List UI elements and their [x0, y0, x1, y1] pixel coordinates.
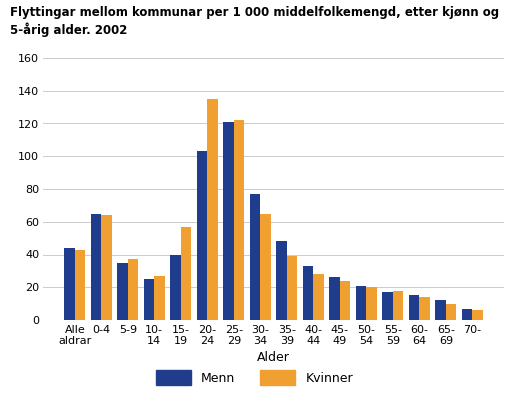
Bar [128, 260, 138, 320]
Bar [356, 286, 366, 320]
Bar [472, 310, 483, 320]
Bar [260, 214, 271, 320]
Bar [314, 274, 324, 320]
Bar [144, 279, 154, 320]
Bar [91, 214, 101, 320]
Bar [435, 300, 446, 320]
Bar [276, 241, 287, 320]
Bar [250, 194, 260, 320]
Bar [117, 263, 128, 320]
Bar [101, 215, 112, 320]
Text: 5-årig alder. 2002: 5-årig alder. 2002 [10, 22, 128, 36]
Bar [170, 254, 181, 320]
Bar [64, 248, 75, 320]
Bar [207, 99, 218, 320]
X-axis label: Alder: Alder [257, 351, 290, 364]
Bar [419, 297, 430, 320]
Bar [462, 308, 472, 320]
Bar [446, 304, 457, 320]
Bar [382, 292, 393, 320]
Bar [287, 256, 297, 320]
Bar [181, 227, 191, 320]
Bar [366, 287, 377, 320]
Text: Flyttingar mellom kommunar per 1 000 middelfolkemengd, etter kjønn og: Flyttingar mellom kommunar per 1 000 mid… [10, 6, 499, 19]
Bar [340, 281, 351, 320]
Bar [329, 278, 340, 320]
Bar [75, 250, 86, 320]
Bar [196, 151, 207, 320]
Bar [223, 122, 234, 320]
Bar [409, 296, 419, 320]
Legend: Menn, Kvinner: Menn, Kvinner [151, 365, 358, 390]
Bar [393, 290, 404, 320]
Bar [154, 276, 165, 320]
Bar [234, 120, 244, 320]
Bar [303, 266, 314, 320]
